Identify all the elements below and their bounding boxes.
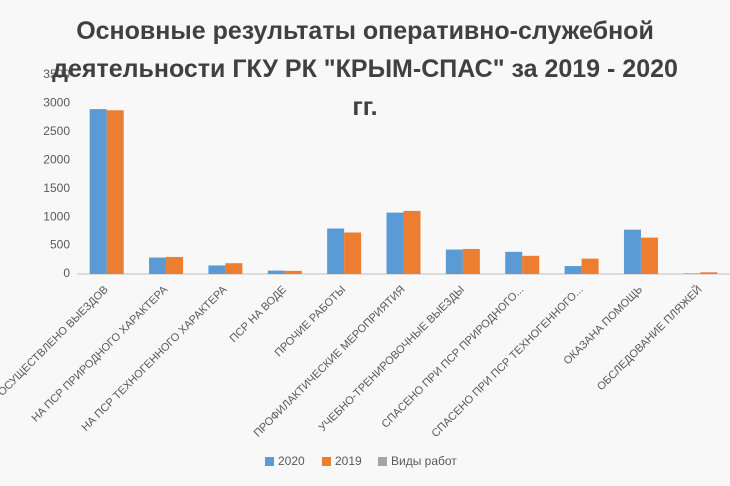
- bar: [267, 270, 285, 274]
- bar: [344, 232, 362, 274]
- y-tick-label: 0: [63, 266, 70, 280]
- y-tick-label: 2500: [43, 124, 70, 138]
- bar: [623, 229, 641, 274]
- bar: [564, 266, 582, 274]
- bar: [403, 210, 421, 274]
- bar: [225, 263, 243, 274]
- bar: [700, 272, 718, 274]
- y-tick-label: 1000: [43, 209, 70, 223]
- y-tick-label: 2000: [43, 152, 70, 166]
- bar: [462, 248, 480, 274]
- bar: [386, 212, 404, 274]
- legend-label: 2019: [335, 454, 362, 468]
- y-tick-label: 3000: [43, 96, 70, 110]
- legend-swatch: [322, 457, 331, 466]
- bar: [683, 273, 701, 274]
- y-tick-label: 500: [50, 238, 70, 252]
- bar: [522, 255, 540, 274]
- chart-title: Основные результаты оперативно-служебной…: [52, 17, 678, 121]
- legend-label: Виды работ: [391, 454, 457, 468]
- x-tick-label: ОБСЛЕДОВАНИЕ ПЛЯЖЕЙ: [594, 283, 704, 393]
- bar: [581, 258, 599, 274]
- bar: [284, 270, 302, 274]
- y-tick-label: 1500: [43, 181, 70, 195]
- bar: [149, 257, 167, 274]
- y-tick-label: 3500: [43, 67, 70, 81]
- legend-swatch: [265, 457, 274, 466]
- x-tick-label: ПСР НА ВОДЕ: [228, 284, 289, 345]
- bar: [505, 251, 523, 274]
- bar: [106, 110, 124, 274]
- bar: [166, 256, 184, 274]
- legend-label: 2020: [278, 454, 305, 468]
- bar: [445, 249, 463, 274]
- legend-swatch: [378, 457, 387, 466]
- x-tick-label: НА ПСР ПРИРОДНОГО ХАРАКТЕРА: [29, 283, 170, 424]
- bar: [640, 237, 658, 274]
- bar: [327, 228, 345, 274]
- bar: [89, 109, 107, 274]
- bar: [208, 265, 226, 274]
- x-tick-label: ОСУЩЕСТВЛЕНО ВЫЕЗДОВ: [0, 284, 111, 399]
